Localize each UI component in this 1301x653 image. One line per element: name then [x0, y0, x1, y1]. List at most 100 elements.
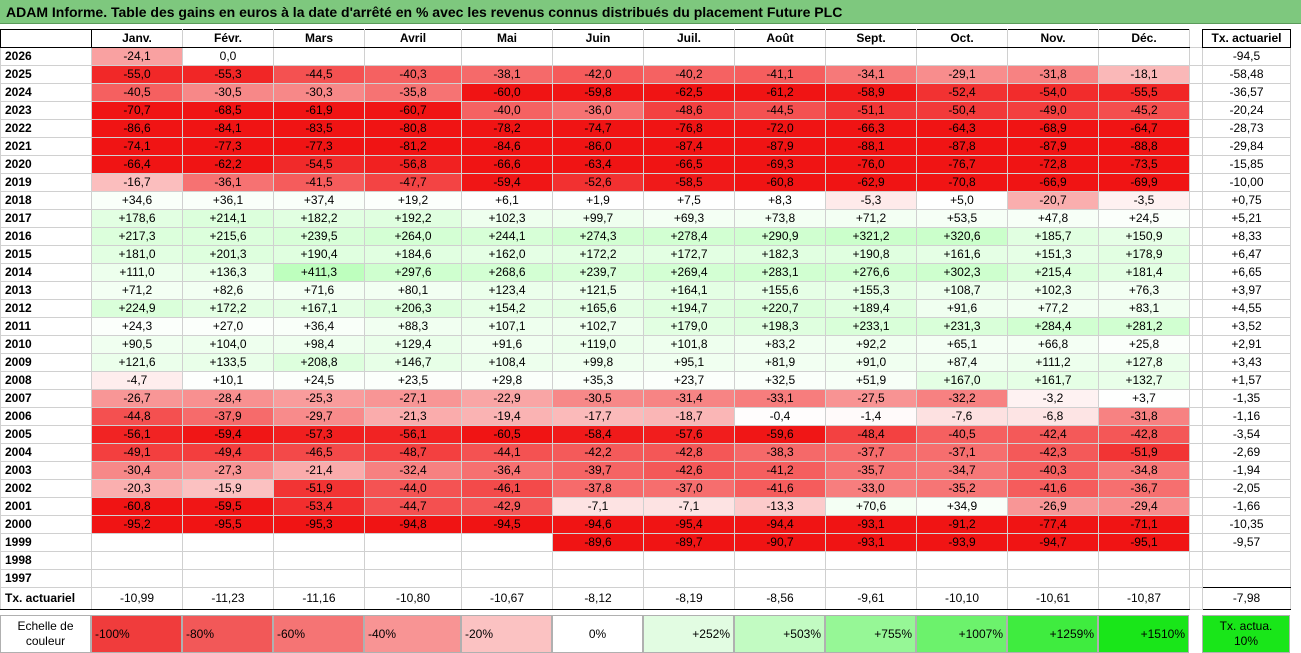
- year-label: 2018: [0, 191, 92, 210]
- gain-cell: -90,7: [734, 533, 826, 552]
- gain-cell: [1007, 551, 1099, 570]
- gain-cell: +162,0: [461, 245, 553, 264]
- gain-cell: +224,9: [91, 299, 183, 318]
- gain-cell: -42,0: [552, 65, 644, 84]
- footer-label: Tx. actuariel: [0, 587, 92, 610]
- gain-cell: -58,5: [643, 173, 735, 192]
- corner-cell: [0, 29, 92, 48]
- gain-cell: -94,4: [734, 515, 826, 534]
- gain-cell: -60,8: [91, 497, 183, 516]
- row-tx-actuariel: -1,35: [1202, 389, 1291, 408]
- row-tx-actuariel: -1,66: [1202, 497, 1291, 516]
- month-tx-actuariel: -10,99: [91, 587, 183, 610]
- gain-cell: -60,8: [734, 173, 826, 192]
- gain-cell: +239,7: [552, 263, 644, 282]
- column-gap: [1189, 335, 1203, 354]
- gain-cell: -76,0: [825, 155, 917, 174]
- gain-cell: -30,5: [182, 83, 274, 102]
- gain-cell: +167,0: [916, 371, 1008, 390]
- year-label: 2000: [0, 515, 92, 534]
- gain-cell: -21,3: [364, 407, 462, 426]
- column-gap: [1189, 119, 1203, 138]
- month-tx-actuariel: -11,23: [182, 587, 274, 610]
- year-label: 2023: [0, 101, 92, 120]
- gain-cell: [552, 569, 644, 588]
- year-label: 2024: [0, 83, 92, 102]
- legend-swatch: +1510%: [1098, 615, 1189, 653]
- year-label: 2022: [0, 119, 92, 138]
- table-row: 2010 +90,5 +104,0 +98,4 +129,4 +91,6 +119,0 +10…: [0, 335, 1291, 354]
- row-tx-actuariel: -36,57: [1202, 83, 1291, 102]
- column-gap: [1189, 209, 1203, 228]
- row-tx-actuariel: -2,69: [1202, 443, 1291, 462]
- table-row: 2013 +71,2 +82,6 +71,6 +80,1 +123,4 +121,5 +164…: [0, 281, 1291, 300]
- gain-cell: -58,9: [825, 83, 917, 102]
- gain-cell: +185,7: [1007, 227, 1099, 246]
- gain-cell: +181,4: [1098, 263, 1190, 282]
- column-gap: [1189, 515, 1203, 534]
- gain-cell: -93,1: [825, 515, 917, 534]
- gain-cell: +66,8: [1007, 335, 1099, 354]
- column-gap: [1189, 245, 1203, 264]
- gain-cell: [364, 47, 462, 66]
- gain-cell: -44,1: [461, 443, 553, 462]
- gain-cell: [182, 533, 274, 552]
- gain-cell: +155,6: [734, 281, 826, 300]
- gain-cell: +99,7: [552, 209, 644, 228]
- gain-cell: +146,7: [364, 353, 462, 372]
- gain-cell: -7,1: [552, 497, 644, 516]
- year-label: 2005: [0, 425, 92, 444]
- gain-cell: [643, 551, 735, 570]
- gain-cell: -84,1: [182, 119, 274, 138]
- gain-cell: [273, 551, 365, 570]
- gain-cell: -4,7: [91, 371, 183, 390]
- table-row: 2019 -16,7 -36,1 -41,5 -47,7 -59,4 -52,6 -58,5-…: [0, 173, 1291, 192]
- gain-cell: -40,0: [461, 101, 553, 120]
- gain-cell: -59,8: [552, 83, 644, 102]
- gain-cell: +65,1: [916, 335, 1008, 354]
- gain-cell: -81,2: [364, 137, 462, 156]
- gain-cell: +102,3: [1007, 281, 1099, 300]
- gain-cell: +206,3: [364, 299, 462, 318]
- gain-cell: -93,9: [916, 533, 1008, 552]
- gain-cell: -72,0: [734, 119, 826, 138]
- gain-cell: +132,7: [1098, 371, 1190, 390]
- row-tx-actuariel: -58,48: [1202, 65, 1291, 84]
- gain-cell: +123,4: [461, 281, 553, 300]
- gain-cell: -6,8: [1007, 407, 1099, 426]
- table-row: 2002 -20,3 -15,9 -51,9 -44,0 -46,1 -37,8 -37,0-…: [0, 479, 1291, 498]
- gain-cell: -45,2: [1098, 101, 1190, 120]
- gain-cell: +29,8: [461, 371, 553, 390]
- gain-cell: -57,3: [273, 425, 365, 444]
- row-tx-actuariel: +8,33: [1202, 227, 1291, 246]
- gain-cell: +70,6: [825, 497, 917, 516]
- gain-cell: +129,4: [364, 335, 462, 354]
- gain-cell: -37,0: [643, 479, 735, 498]
- gain-cell: -73,5: [1098, 155, 1190, 174]
- gain-cell: -15,9: [182, 479, 274, 498]
- gain-cell: +121,5: [552, 281, 644, 300]
- year-label: 1997: [0, 569, 92, 588]
- gain-cell: [461, 551, 553, 570]
- gain-cell: -77,3: [273, 137, 365, 156]
- gain-cell: +119,0: [552, 335, 644, 354]
- gain-cell: -48,4: [825, 425, 917, 444]
- gain-cell: +47,8: [1007, 209, 1099, 228]
- gain-cell: -64,7: [1098, 119, 1190, 138]
- gain-cell: +53,5: [916, 209, 1008, 228]
- table-row: 2018 +34,6 +36,1 +37,4 +19,2 +6,1 +1,9 +7,5 +8,3…: [0, 191, 1291, 210]
- month-header: Mars: [273, 29, 365, 48]
- gain-cell: -31,4: [643, 389, 735, 408]
- gain-cell: +320,6: [916, 227, 1008, 246]
- table-row: 2024 -40,5 -30,5 -30,3 -35,8 -60,0 -59,8 -62,5-…: [0, 83, 1291, 102]
- month-header: Déc.: [1098, 29, 1190, 48]
- gain-cell: -60,5: [461, 425, 553, 444]
- column-gap: [1189, 137, 1203, 156]
- month-tx-actuariel: -10,87: [1098, 587, 1190, 610]
- gain-cell: +91,6: [916, 299, 1008, 318]
- gain-cell: +23,5: [364, 371, 462, 390]
- gain-cell: +179,0: [643, 317, 735, 336]
- gain-cell: +215,4: [1007, 263, 1099, 282]
- row-tx-actuariel: +0,75: [1202, 191, 1291, 210]
- gain-cell: +91,6: [461, 335, 553, 354]
